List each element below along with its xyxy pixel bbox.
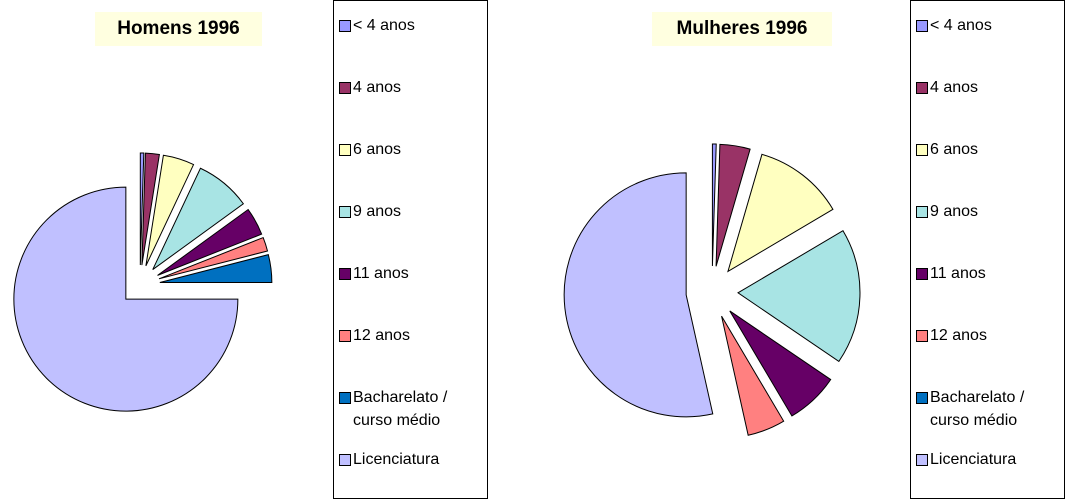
legend-label: 6 anos (353, 141, 402, 158)
pie-slice (729, 310, 832, 417)
legend-swatch (916, 454, 928, 466)
legend-label: 12 anos (353, 327, 410, 344)
legend-swatch (916, 330, 928, 342)
pie-slice (145, 154, 195, 267)
legend-label: 9 anos (930, 203, 979, 220)
legend-swatch (339, 392, 351, 404)
legend-swatch (916, 206, 928, 218)
legend-label: 4 anos (930, 79, 979, 96)
chart-title: Mulheres 1996 (652, 12, 832, 46)
legend-label: Licenciatura (930, 451, 1017, 468)
pie-slice (158, 236, 269, 280)
legend-swatch (339, 454, 351, 466)
legend-label: Bacharelato / curso médio (353, 389, 448, 429)
pie-slice (727, 153, 834, 273)
legend-swatch (339, 144, 351, 156)
legend-label: 12 anos (930, 327, 987, 344)
legend-label: 11 anos (930, 265, 986, 282)
pie-slice (159, 254, 273, 283)
chart-title: Homens 1996 (95, 12, 262, 46)
legend-label: Bacharelato / curso médio (930, 389, 1025, 429)
legend-swatch (916, 82, 928, 94)
legend-swatch (339, 206, 351, 218)
legend-swatch (916, 20, 928, 32)
legend-label: Licenciatura (353, 451, 440, 468)
pie-slice (13, 186, 239, 412)
pie-slice (737, 230, 861, 363)
pie-slice (563, 172, 714, 418)
pie-slice (141, 152, 160, 266)
legend-swatch (339, 20, 351, 32)
legend-label: 11 anos (353, 265, 409, 282)
legend: < 4 anos 4 anos 6 anos 9 anos 11 anos 12 anos… (910, 0, 1065, 499)
legend-label: 6 anos (930, 141, 979, 158)
legend-label: < 4 anos (930, 17, 992, 34)
pie-slice (139, 152, 145, 266)
pie-slice (721, 315, 785, 436)
legend-swatch (339, 268, 351, 280)
pie-slice (152, 167, 245, 270)
pie-slice (711, 143, 717, 267)
legend-swatch (339, 82, 351, 94)
legend: < 4 anos 4 anos 6 anos 9 anos 11 anos 12 anos… (333, 0, 488, 499)
legend-label: 9 anos (353, 203, 402, 220)
legend-label: < 4 anos (353, 17, 415, 34)
legend-swatch (916, 144, 928, 156)
pie-slice (715, 143, 751, 267)
pie-slice (157, 208, 263, 276)
legend-swatch (339, 330, 351, 342)
legend-swatch (916, 268, 928, 280)
legend-label: 4 anos (353, 79, 402, 96)
legend-swatch (916, 392, 928, 404)
